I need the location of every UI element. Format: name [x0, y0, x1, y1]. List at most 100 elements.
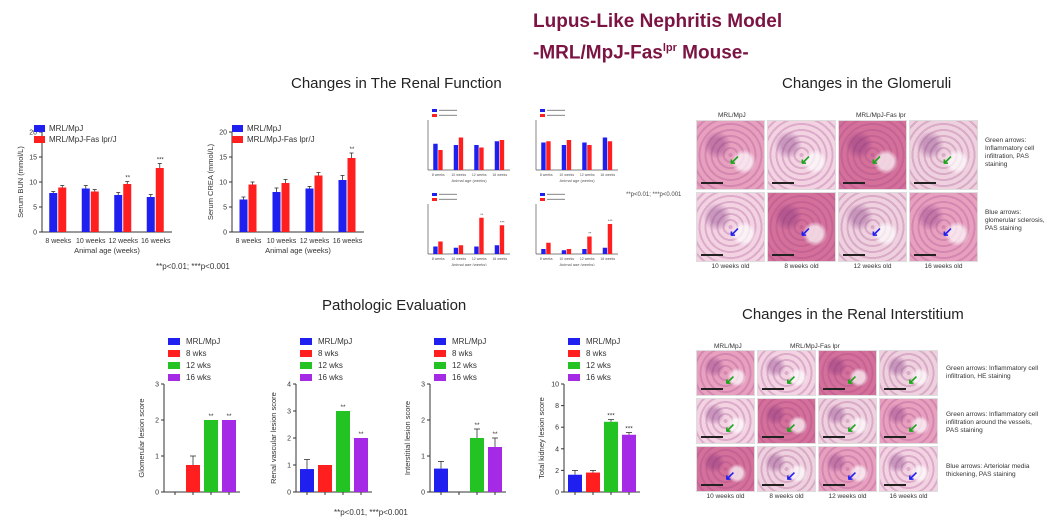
legend-label: 16 wks — [186, 373, 211, 382]
legend-label: 12 wks — [186, 361, 211, 370]
y-tick-label: 15 — [219, 155, 227, 162]
bar — [541, 249, 546, 254]
legend-label-placeholder — [547, 109, 565, 111]
bar-lpr — [281, 183, 290, 232]
legend-swatch — [568, 362, 580, 369]
green-arrow-icon: ↙ — [728, 152, 740, 168]
y-tick-label: 3 — [421, 382, 425, 389]
significance-mark: *** — [500, 219, 505, 224]
glom-micrograph-1-0: ↙ 10 weeks old — [696, 192, 765, 270]
x-tick-label: 12 weeks — [472, 257, 487, 261]
green-arrow-icon: ↙ — [785, 371, 797, 387]
y-axis-label: Interstitial lesion score — [403, 401, 412, 475]
scale-bar — [701, 388, 723, 390]
y-tick-label: 2 — [155, 418, 159, 425]
scale-bar — [701, 182, 723, 184]
y-axis-label: Serum BUN (mmol/L) — [16, 146, 25, 218]
legend-label: 16 wks — [452, 373, 477, 382]
legend-label-placeholder — [439, 193, 457, 195]
scale-bar — [843, 182, 865, 184]
inter-micrograph-2-2: ↙ 12 weeks old — [818, 446, 877, 500]
legend-swatch — [540, 193, 545, 196]
legend-label: 8 wks — [586, 349, 606, 358]
green-arrow-icon: ↙ — [907, 419, 919, 435]
bar — [607, 141, 613, 170]
bar-control — [272, 192, 281, 232]
pathologic-significance-note: **p<0.01, ***p<0.001 — [334, 508, 408, 517]
blue-arrow-icon: ↙ — [870, 224, 882, 240]
legend-swatch — [300, 338, 312, 345]
bar-lpr — [248, 184, 257, 232]
x-tick-label: 10 weeks — [559, 257, 574, 261]
x-tick-label: 16 weeks — [600, 173, 615, 177]
bar — [622, 434, 636, 492]
inter-micrograph-1-0: ↙ — [696, 398, 755, 444]
inter-micrograph-1-1: ↙ — [757, 398, 816, 444]
bar — [300, 469, 314, 492]
x-tick-label: 8 weeks — [236, 238, 262, 245]
significance-mark: ** — [226, 413, 232, 420]
y-tick-label: 2 — [287, 436, 291, 443]
bar — [453, 145, 459, 170]
bar — [458, 137, 464, 170]
bar — [499, 140, 505, 170]
legend-swatch — [434, 362, 446, 369]
bar-lpr — [58, 187, 67, 232]
legend-swatch — [34, 125, 45, 132]
bar — [586, 472, 600, 492]
age-label: 16 weeks old — [924, 263, 963, 270]
inter-note-3: Blue arrows: Arteriolar media thickening… — [946, 463, 1030, 478]
age-label: 12 weeks old — [828, 493, 867, 500]
bar-lpr — [123, 184, 132, 232]
x-axis-label: Animal age (weeks) — [451, 178, 487, 183]
bar — [541, 142, 546, 170]
scale-bar — [884, 436, 906, 438]
bar — [582, 142, 587, 170]
x-tick-label: 16 weeks — [492, 257, 507, 261]
y-tick-label: 4 — [555, 446, 559, 453]
inter-micrograph-0-1: ↙ — [757, 350, 816, 396]
significance-mark: *** — [607, 413, 615, 420]
y-tick-label: 10 — [29, 180, 37, 187]
legend-label: MRL/MpJ — [186, 337, 220, 346]
x-tick-label: 16 weeks — [141, 238, 171, 245]
y-tick-label: 1 — [287, 463, 291, 470]
x-tick-label: 8 weeks — [540, 173, 553, 177]
x-tick-label: 10 weeks — [559, 173, 574, 177]
age-label: 10 weeks old — [706, 493, 745, 500]
bar — [602, 137, 608, 170]
small-significance-note: **p<0.01; ***p<0.001 — [626, 192, 682, 198]
y-tick-label: 0 — [33, 230, 37, 237]
section-pathologic: Pathologic Evaluation — [322, 297, 467, 314]
legend-swatch — [434, 338, 446, 345]
bar-lpr — [314, 175, 323, 232]
significance-mark: ** — [474, 422, 480, 429]
legend-label-placeholder — [547, 193, 565, 195]
bar — [434, 468, 448, 492]
bar — [336, 411, 350, 492]
y-tick-label: 5 — [223, 205, 227, 212]
bar — [566, 249, 572, 254]
bar — [474, 145, 479, 170]
legend-swatch — [432, 109, 437, 112]
legend-swatch — [168, 362, 180, 369]
inter-micrograph-2-0: ↙ 10 weeks old — [696, 446, 755, 500]
y-axis-label: Total kidney lesion score — [537, 397, 546, 479]
chart-vascular-lesion: 0 1 2 3 4 ** ** MRL/MpJ 8 wks 12 wks 16 wks Renal v… — [269, 337, 372, 497]
y-tick-label: 0 — [287, 490, 291, 497]
blue-arrow-icon: ↙ — [941, 224, 953, 240]
scale-bar — [843, 254, 865, 256]
y-tick-label: 5 — [33, 205, 37, 212]
scale-bar — [701, 254, 723, 256]
significance-mark: ** — [340, 404, 346, 411]
significance-mark: ** — [125, 176, 130, 182]
chart-small-2: 8 weeks 10 weeks 12 weeks 16 weeks Animal ag… — [535, 109, 618, 183]
bar-control — [338, 180, 347, 232]
green-arrow-icon: ↙ — [846, 419, 858, 435]
legend-label: MRL/MpJ — [452, 337, 486, 346]
scale-bar — [823, 388, 845, 390]
bar-control — [239, 199, 248, 232]
y-tick-label: 3 — [287, 409, 291, 416]
x-tick-label: 12 weeks — [300, 238, 330, 245]
legend-swatch — [434, 350, 446, 357]
